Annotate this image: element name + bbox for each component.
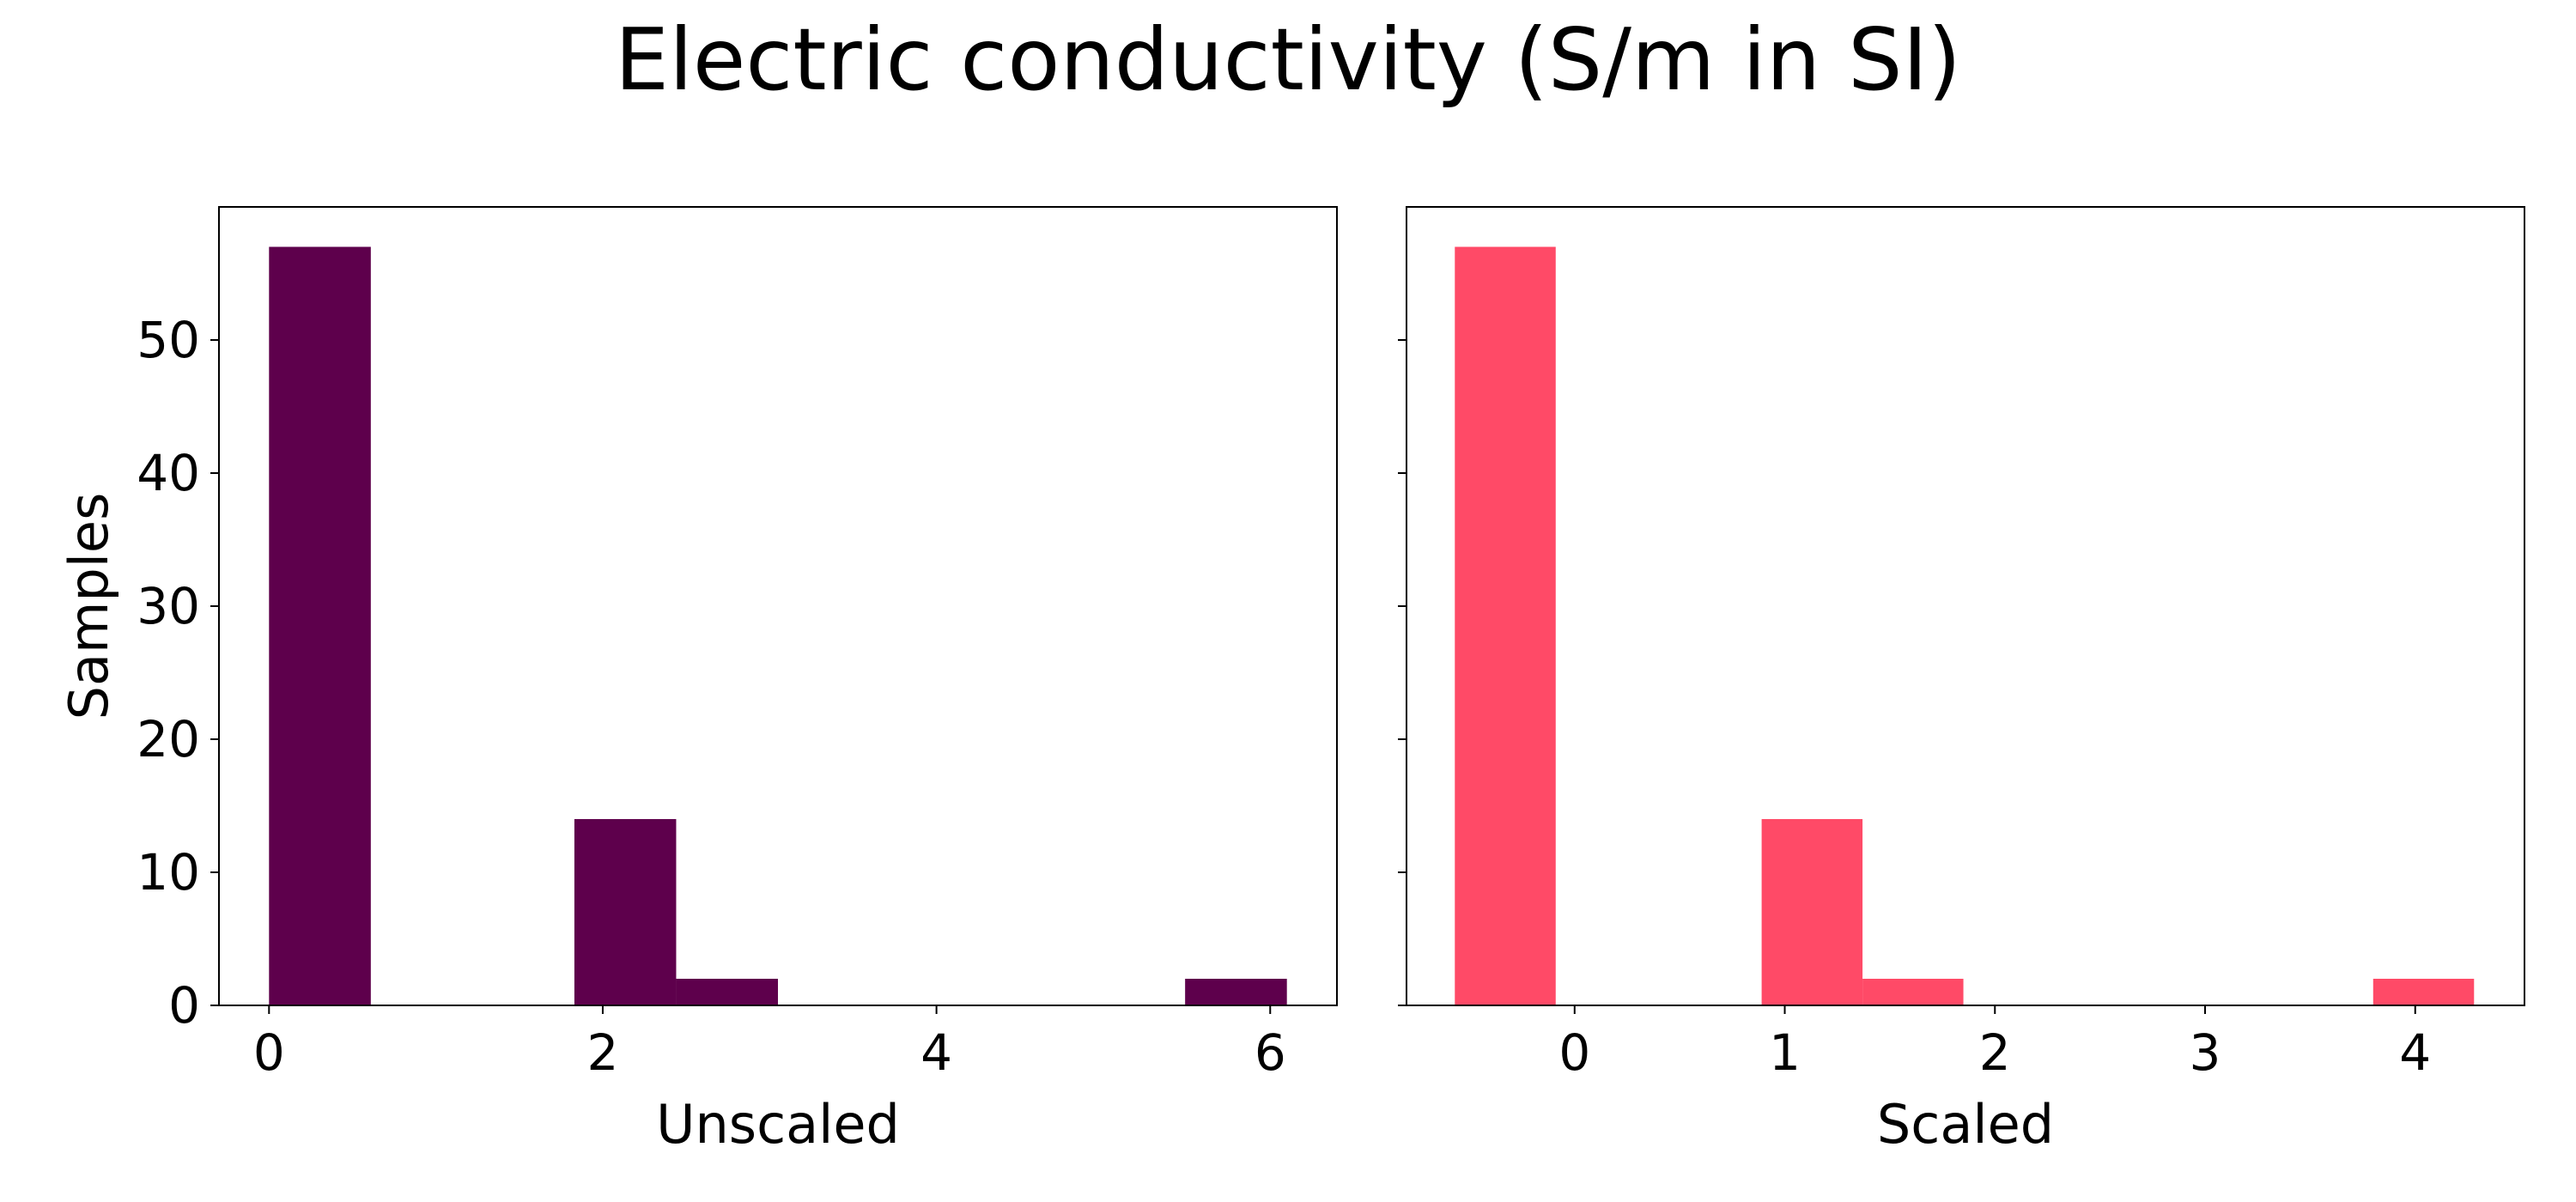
y-tick-label: 10	[137, 843, 200, 902]
x-tick-label: 1	[1769, 1023, 1801, 1082]
x-tick-label: 6	[1255, 1023, 1286, 1082]
y-tick-label: 0	[168, 976, 200, 1035]
x-tick-label: 4	[920, 1023, 952, 1082]
histogram-bar-3	[1761, 819, 1863, 1005]
panel-scaled: 0 1 2 3 4 Scaled	[1398, 206, 2525, 1156]
x-axis-label: Scaled	[1877, 1093, 2054, 1156]
histogram-bar-4	[1862, 979, 1964, 1005]
histogram-bar-3	[574, 819, 677, 1005]
figure-title: Electric conductivity (S/m in SI)	[614, 9, 1962, 110]
x-tick-label: 0	[253, 1023, 285, 1082]
axes-frame	[1406, 206, 2525, 1006]
y-tick-label: 40	[137, 444, 200, 502]
x-tick-label: 3	[2190, 1023, 2221, 1082]
y-tick-label: 20	[137, 710, 200, 768]
x-tick-label: 4	[2399, 1023, 2431, 1082]
panel-unscaled: 0 2 4 6 0 10 20 30 40 50 Unscaled Samples	[58, 206, 1338, 1156]
axes-frame	[218, 206, 1338, 1006]
x-tick-label: 2	[587, 1023, 619, 1082]
histogram-bar-0	[269, 246, 371, 1005]
histogram-bar-9	[2372, 979, 2475, 1005]
y-tick-label: 30	[137, 577, 200, 635]
histogram-bar-0	[1455, 246, 1556, 1005]
x-axis-label: Unscaled	[656, 1093, 900, 1156]
x-tick-label: 2	[1979, 1023, 2011, 1082]
histogram-bar-9	[1185, 979, 1287, 1005]
y-tick-label: 50	[137, 311, 200, 369]
y-axis-label: Samples	[58, 493, 120, 720]
histogram-bar-4	[676, 979, 778, 1005]
x-tick-label: 0	[1558, 1023, 1590, 1082]
